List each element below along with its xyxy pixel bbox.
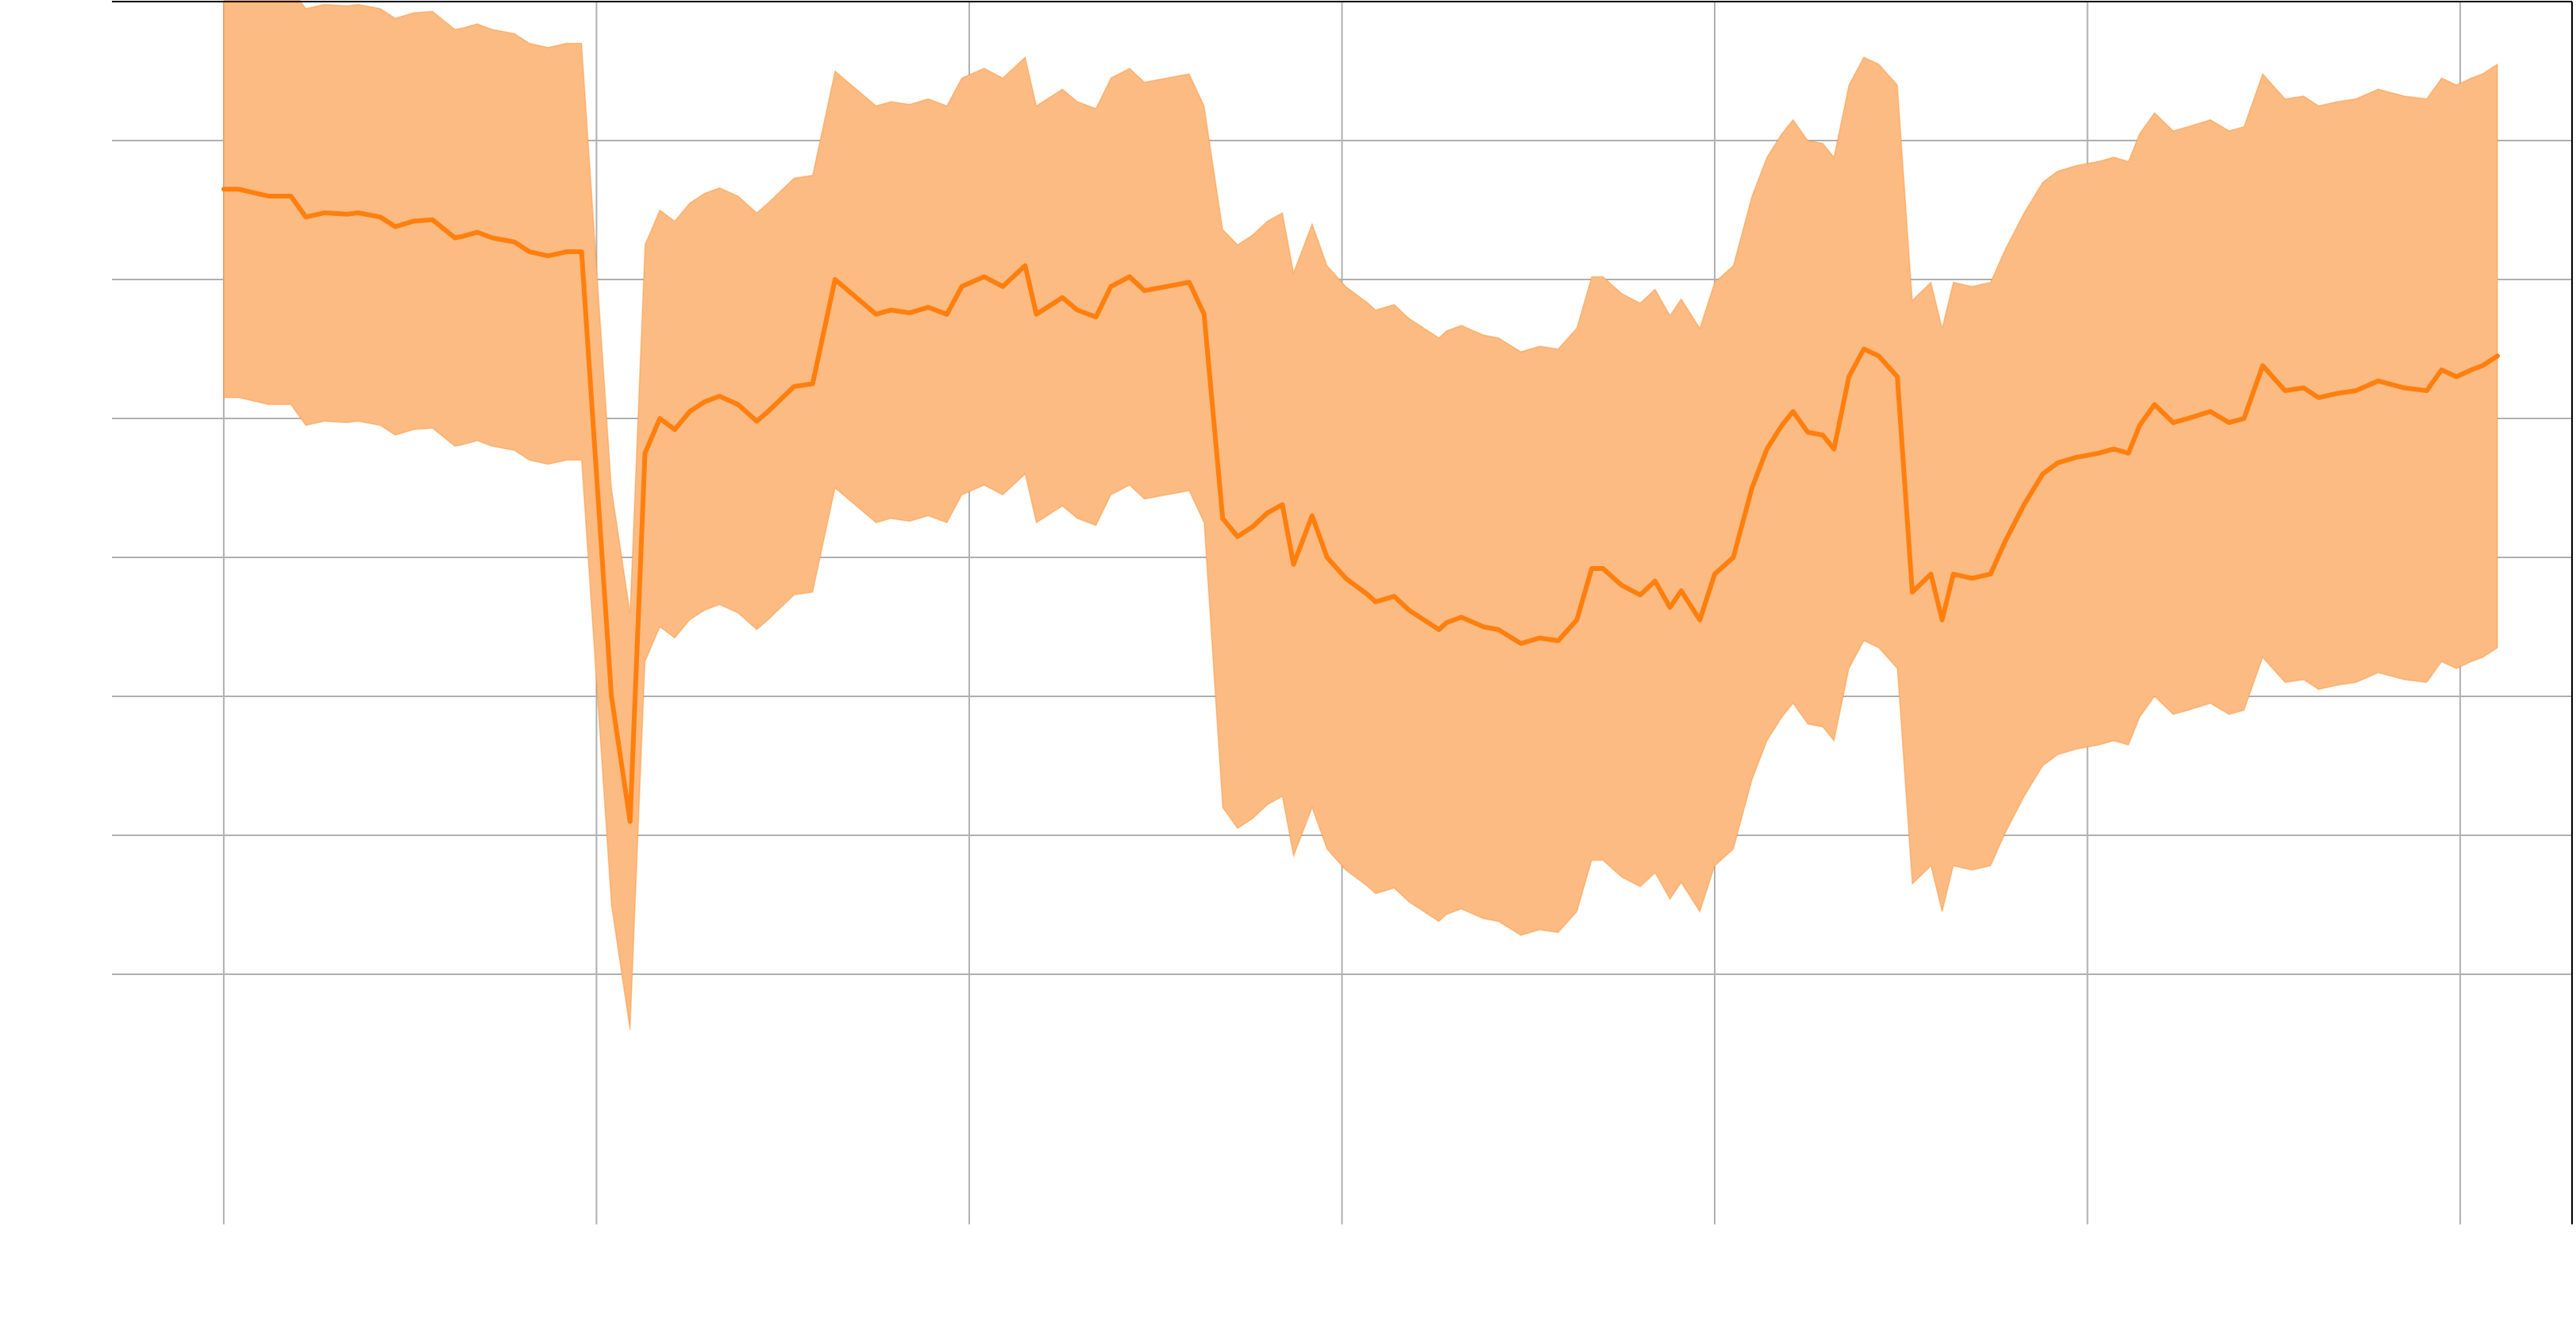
axes	[112, 1, 2573, 1224]
confidence-band-layer	[223, 0, 2498, 1031]
series-line-0	[221, 187, 2501, 824]
series-line-layer	[221, 187, 2501, 824]
confidence-band-0	[223, 0, 2498, 1031]
